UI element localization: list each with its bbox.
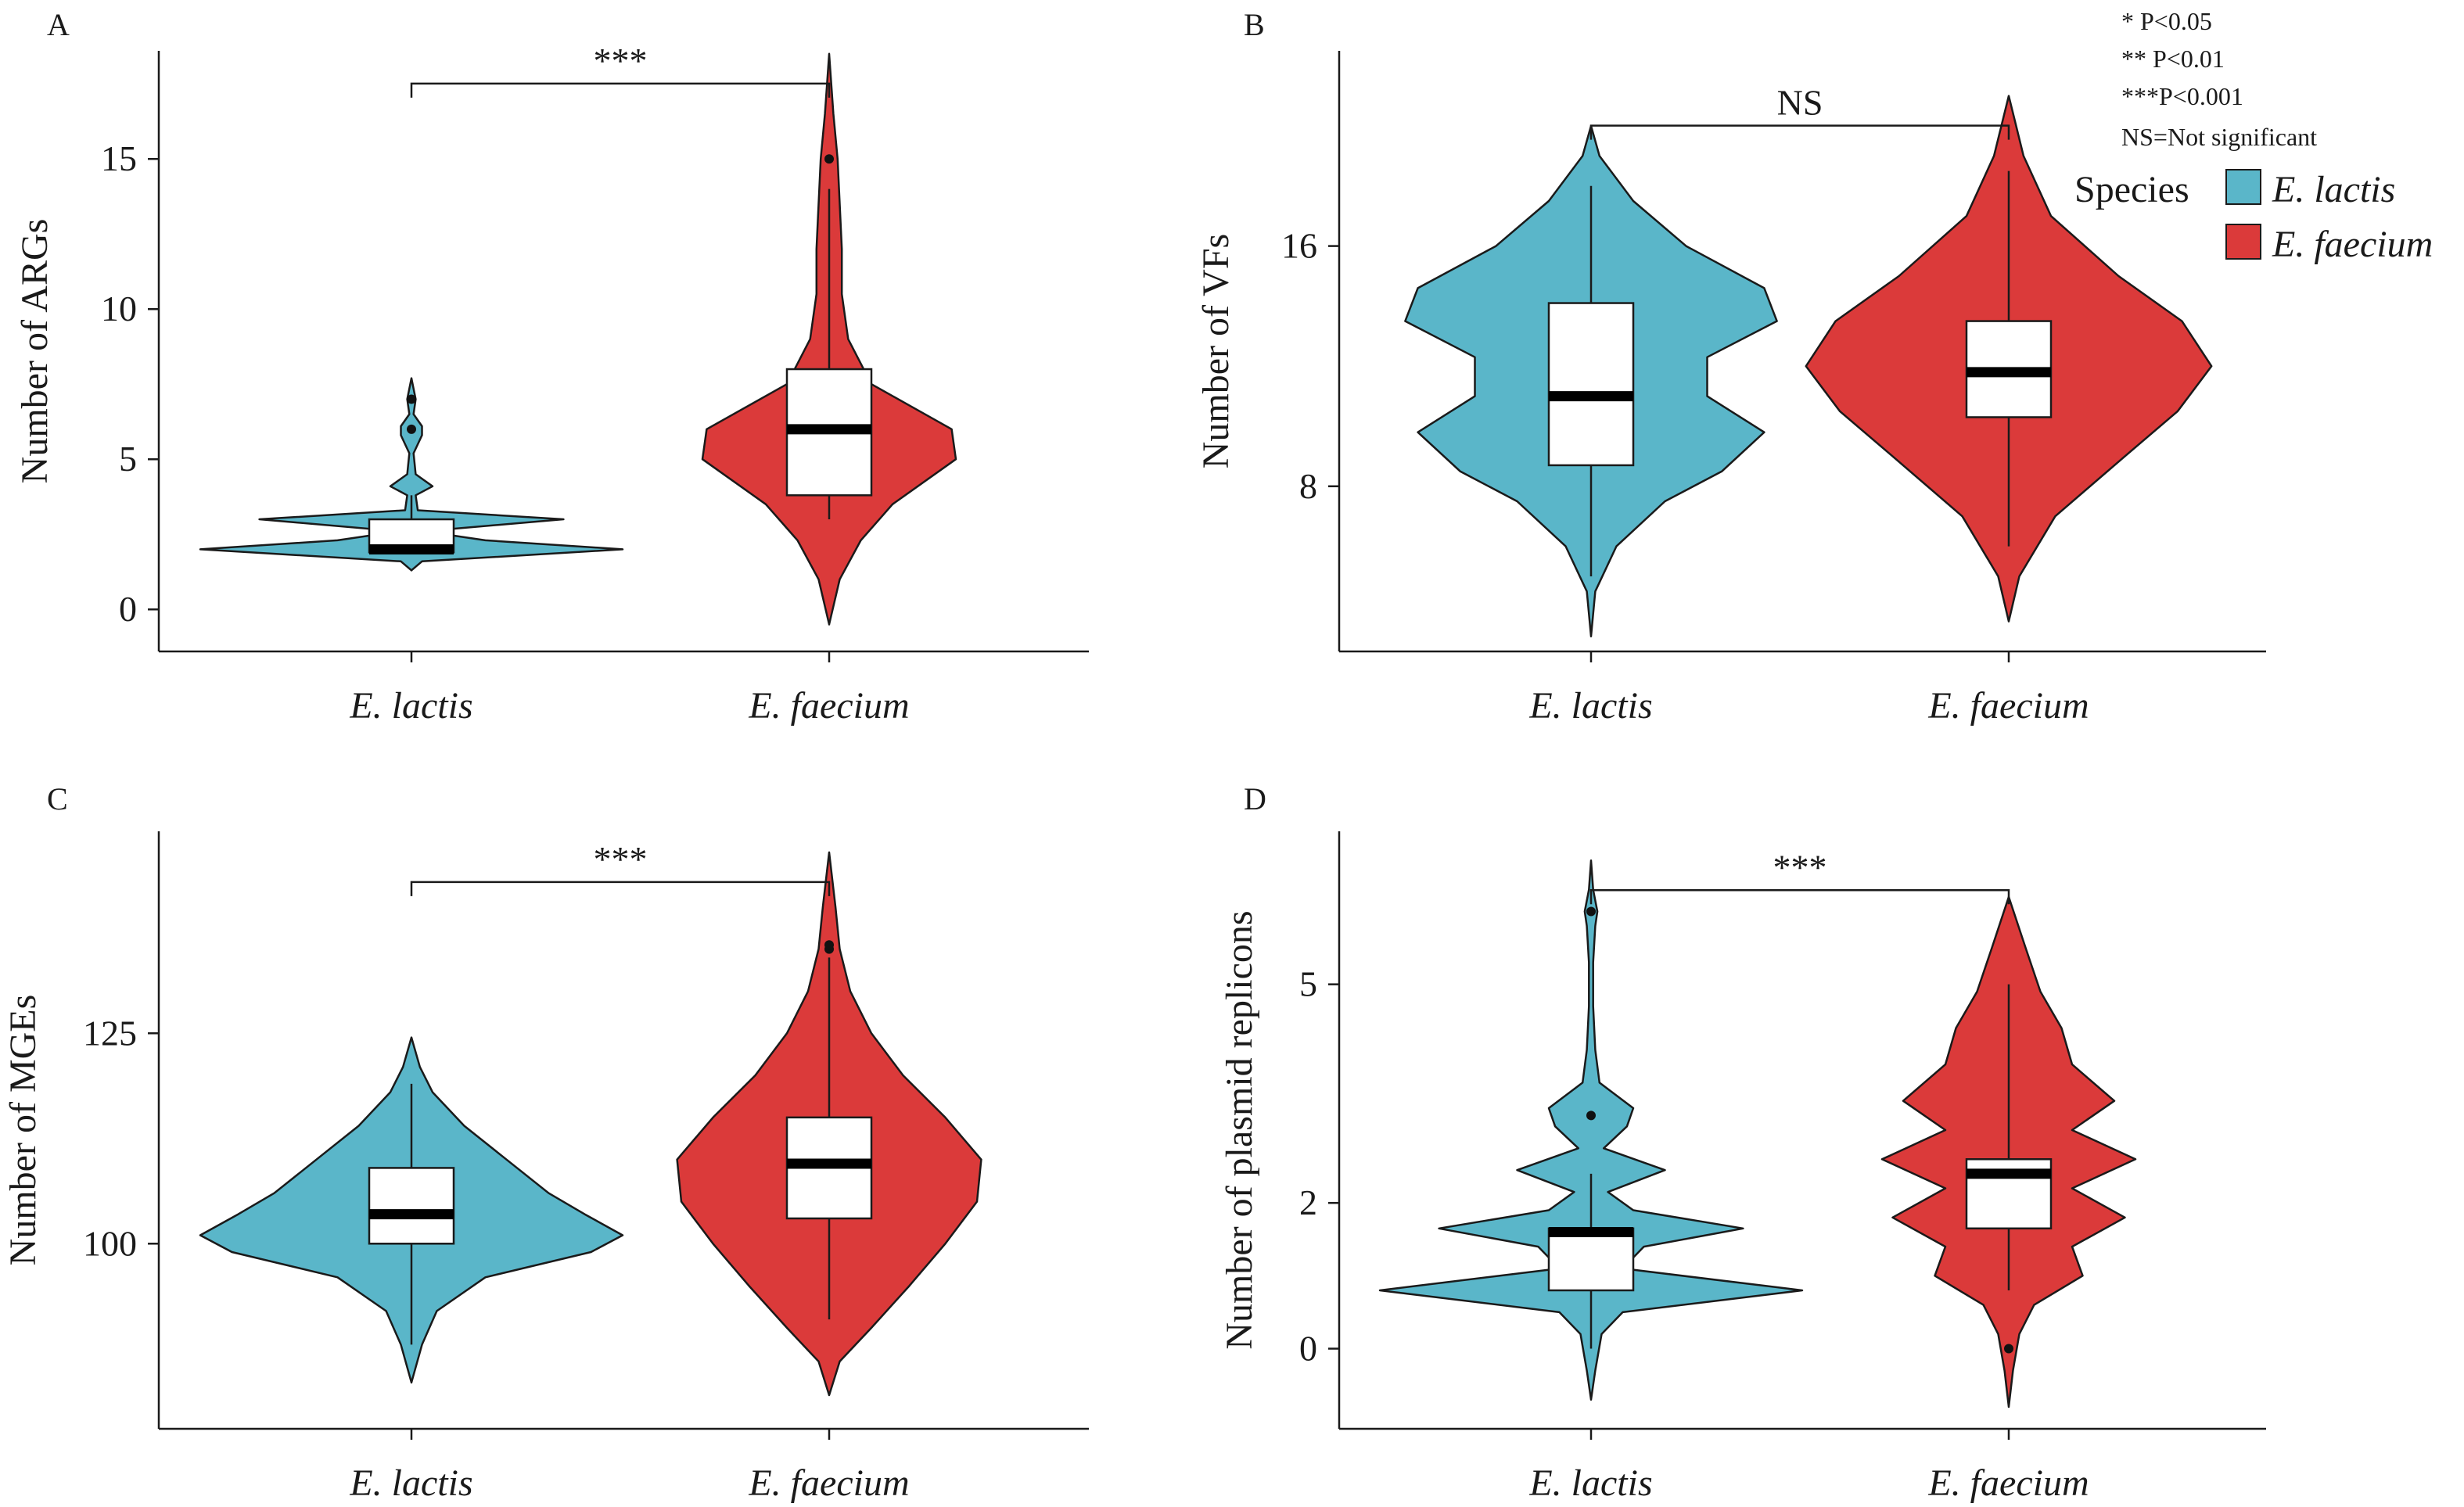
panel-a-y-tick-label-5: 5 xyxy=(119,439,137,479)
significance-label-b: NS xyxy=(1777,83,1823,123)
panel-a-x-tick-label-e-lactis: E. lactis xyxy=(349,685,472,727)
panel-a-label: A xyxy=(47,7,70,42)
outlier-d-e-faecium-0 xyxy=(2004,1344,2013,1354)
box-d-e-lactis xyxy=(1547,1227,1635,1292)
significance-bracket-c xyxy=(410,881,831,896)
panel-b: B Number of VFs 8 16 E. lactis E. faecium NS xyxy=(1195,7,2266,727)
panel-a-y-axis-label: Number of ARGs xyxy=(14,219,56,484)
panel-c-x-tick-label-e-lactis: E. lactis xyxy=(349,1462,472,1504)
panel-d-x-tick-label-e-faecium: E. faecium xyxy=(1927,1462,2089,1504)
significance-bracket-b xyxy=(1589,124,2010,140)
panel-a-y-tick-label-10: 10 xyxy=(101,289,137,328)
violin-a-e-lactis xyxy=(199,377,624,572)
panel-c-y-axis-label: Number of MGEs xyxy=(2,995,44,1266)
legend-title: Species xyxy=(2074,169,2189,210)
panel-a-y-tick-label-15: 15 xyxy=(101,138,137,178)
panel-d: D Number of plasmid replicons 0 2 5 E. lactis… xyxy=(1219,781,2266,1504)
legend-label-e-lactis: E. lactis xyxy=(2272,169,2395,210)
panel-d-y-axis-label: Number of plasmid replicons xyxy=(1219,910,1260,1349)
box-c-e-lactis xyxy=(368,1167,455,1245)
legend-note-ns: NS=Not significant xyxy=(2121,123,2317,151)
outlier-a-e-faecium-0 xyxy=(824,154,834,164)
panel-b-label: B xyxy=(1244,7,1265,42)
panel-c-y-tick-label-125: 125 xyxy=(83,1013,137,1053)
significance-bracket-d xyxy=(1589,889,2010,905)
panel-d-y-tick-label-2: 2 xyxy=(1299,1182,1317,1222)
legend-swatch-e-lactis xyxy=(2225,169,2261,205)
panel-b-x-tick-label-e-lactis: E. lactis xyxy=(1528,685,1652,727)
panel-b-x-tick-label-e-faecium: E. faecium xyxy=(1927,685,2089,727)
outlier-a-e-lactis-1 xyxy=(407,394,416,404)
significance-label-c: *** xyxy=(594,839,648,879)
panels: A Number of ARGs 0 5 10 15 E. lactis E. faecium… xyxy=(2,7,2266,1504)
panel-b-y-tick-label-8: 8 xyxy=(1299,466,1317,506)
panel-d-y-tick-label-5: 5 xyxy=(1299,964,1317,1004)
panel-b-y-axis-label: Number of VFs xyxy=(1195,234,1237,468)
panel-a-y-tick-label-0: 0 xyxy=(119,589,137,629)
outlier-c-e-faecium-1 xyxy=(824,940,834,950)
panel-c-y-tick-label-100: 100 xyxy=(83,1223,137,1263)
significance-bracket-a xyxy=(410,82,831,98)
box-b-e-lactis xyxy=(1547,302,1635,467)
panel-a-x-tick-label-e-faecium: E. faecium xyxy=(748,685,909,727)
panel-d-y-tick-label-0: 0 xyxy=(1299,1329,1317,1369)
panel-a: A Number of ARGs 0 5 10 15 E. lactis E. faecium… xyxy=(14,7,1089,727)
panel-d-label: D xyxy=(1244,781,1266,816)
legend: * P<0.05 ** P<0.01 ***P<0.001 NS=Not sig… xyxy=(2074,7,2433,265)
panel-c-label: C xyxy=(47,781,68,816)
panel-c-x-tick-label-e-faecium: E. faecium xyxy=(748,1462,909,1504)
legend-swatch-e-faecium xyxy=(2225,224,2261,260)
legend-label-e-faecium: E. faecium xyxy=(2272,224,2433,265)
outlier-d-e-lactis-1 xyxy=(1586,1111,1596,1121)
violin-d-e-lactis xyxy=(1378,859,1804,1401)
panel-c: C Number of MGEs 100 125 E. lactis E. faecium… xyxy=(2,781,1089,1504)
outlier-d-e-lactis-0 xyxy=(1586,906,1596,917)
panel-b-y-tick-label-16: 16 xyxy=(1281,226,1317,266)
significance-label-a: *** xyxy=(594,41,648,81)
legend-note-p005: * P<0.05 xyxy=(2121,7,2212,35)
panel-d-x-tick-label-e-lactis: E. lactis xyxy=(1528,1462,1652,1504)
outlier-a-e-lactis-0 xyxy=(407,424,416,434)
legend-note-p0001: ***P<0.001 xyxy=(2121,82,2243,110)
legend-note-p001: ** P<0.01 xyxy=(2121,45,2225,73)
significance-label-d: *** xyxy=(1773,847,1827,887)
